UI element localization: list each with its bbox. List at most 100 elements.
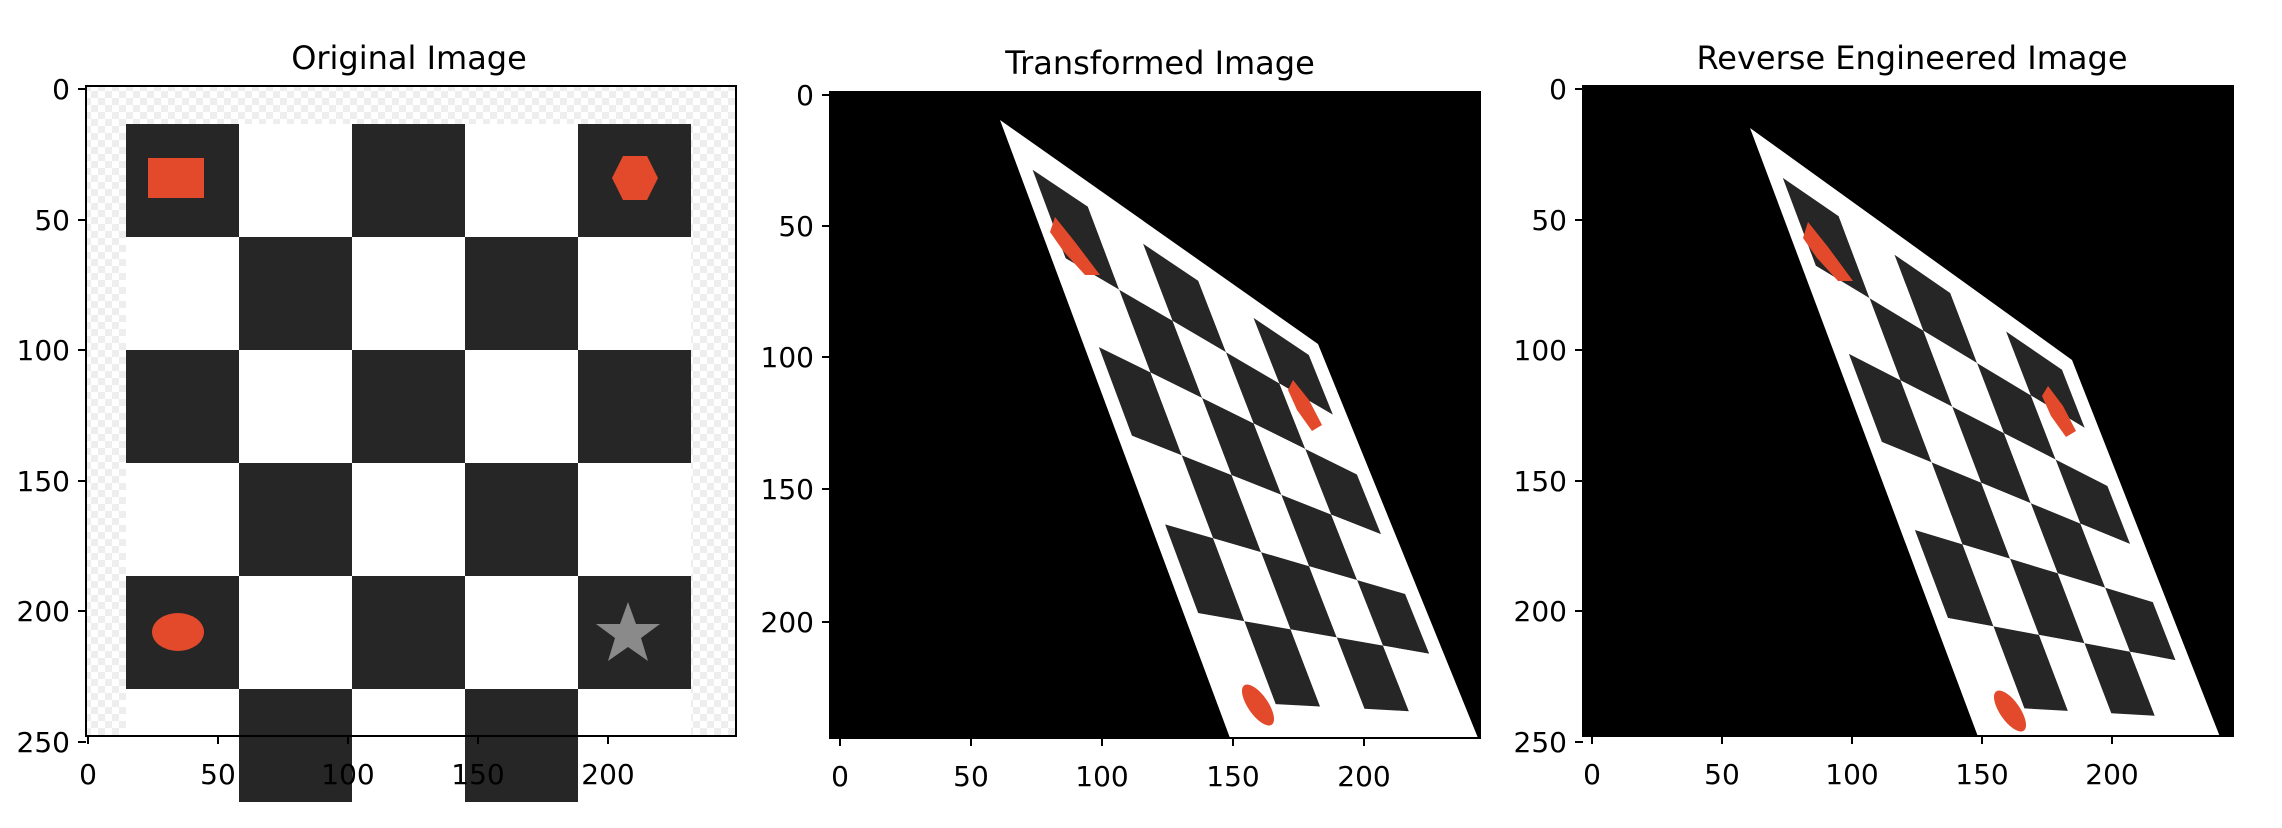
x-tick-label: 200 [1337, 760, 1390, 793]
y-tick-label: 100 [17, 334, 70, 367]
x-tick-label: 100 [1075, 760, 1128, 793]
light-square [1172, 320, 1254, 424]
x-tick-label: 150 [1206, 760, 1259, 793]
dark-square [1226, 352, 1306, 449]
light-square [352, 689, 465, 802]
checkerboard [126, 124, 691, 802]
dark-square [352, 576, 465, 689]
x-axis-reverse: 0 50 100 150 200 [1583, 736, 2139, 791]
dark-square [1143, 243, 1226, 353]
gray-star-shape [596, 602, 660, 661]
dark-square [239, 689, 352, 802]
x-tick-label: 150 [451, 758, 504, 791]
light-square [1213, 538, 1291, 630]
light-square [1198, 280, 1280, 384]
light-square [1981, 482, 2058, 574]
dark-square [465, 463, 578, 576]
light-square [465, 576, 578, 689]
y-tick-label: 0 [1549, 73, 1567, 106]
panel-title-original: Original Image [291, 39, 527, 77]
red-hexagon-shape [1288, 380, 1322, 431]
y-tick-label: 50 [34, 204, 70, 237]
red-rectangle-shape [1803, 222, 1853, 281]
y-tick-label: 0 [796, 79, 814, 112]
dark-square [1281, 494, 1358, 581]
dark-square [1253, 317, 1333, 415]
y-tick-label: 50 [778, 210, 814, 243]
light-square [1087, 206, 1173, 321]
light-square [352, 237, 465, 350]
panel-title-transformed: Transformed Image [1004, 44, 1315, 82]
dark-square [239, 463, 352, 576]
dark-square [2030, 503, 2106, 588]
light-square [126, 463, 239, 576]
warped-checkerboard [1750, 128, 2220, 736]
warped-red-shapes [1050, 217, 1322, 726]
dark-square [352, 350, 465, 463]
light-square [1150, 372, 1232, 476]
dark-square [1952, 406, 2031, 504]
light-square [2130, 651, 2199, 719]
light-square [1309, 566, 1383, 646]
dark-square [2055, 459, 2131, 544]
red-ellipse-shape [1241, 684, 1275, 726]
light-square [1948, 618, 2025, 709]
light-square [126, 689, 239, 802]
dark-square [1119, 289, 1203, 398]
y-axis-transformed: 0 50 100 150 200 [761, 79, 830, 639]
x-tick-label: 50 [953, 760, 989, 793]
light-square [1331, 514, 1406, 594]
y-tick-label: 0 [52, 73, 70, 106]
light-square [2080, 523, 2153, 603]
red-rectangle-shape [1050, 217, 1100, 275]
x-tick-label: 0 [1583, 758, 1601, 791]
dark-square [1261, 552, 1337, 638]
dark-square [1977, 363, 2056, 460]
x-tick-label: 150 [1955, 758, 2008, 791]
dark-square [1894, 254, 1978, 364]
axes-frame-transformed [829, 91, 1481, 739]
dark-square [1869, 298, 1953, 407]
light-square [578, 237, 691, 350]
light-square [239, 576, 352, 689]
light-square [2057, 573, 2130, 652]
dark-square [1914, 530, 1994, 627]
light-square [578, 689, 691, 802]
y-tick-label: 50 [1531, 204, 1567, 237]
light-square [352, 463, 465, 576]
dark-square [465, 689, 578, 802]
dark-square [1202, 398, 1282, 495]
dark-square [1165, 524, 1245, 622]
y-axis-original: 0 50 100 150 200 250 [17, 73, 86, 759]
x-tick-label: 100 [321, 758, 374, 791]
light-square [465, 124, 578, 237]
red-hexagon-shape [612, 156, 658, 200]
x-axis-original: 0 50 100 150 200 [79, 736, 635, 791]
dark-square [126, 350, 239, 463]
y-tick-label: 150 [17, 465, 70, 498]
light-square [2030, 395, 2108, 486]
panel-title-reverse: Reverse Engineered Image [1697, 39, 2128, 77]
dark-square [239, 237, 352, 350]
dark-square [465, 237, 578, 350]
x-tick-label: 0 [831, 760, 849, 793]
light-square [1253, 423, 1332, 515]
y-tick-label: 200 [1514, 595, 1567, 628]
y-tick-label: 250 [17, 726, 70, 759]
dark-square [1305, 449, 1381, 535]
light-square [1838, 216, 1924, 331]
light-square [239, 124, 352, 237]
dark-square [1357, 580, 1430, 654]
light-square [2039, 634, 2112, 714]
warped-red-shapes [1803, 222, 2076, 732]
x-tick-label: 50 [200, 758, 236, 791]
axes-frame-reverse [1582, 85, 2234, 737]
red-rectangle-shape [148, 158, 204, 198]
light-square [1132, 435, 1214, 539]
image-transformed [829, 91, 1481, 739]
y-tick-label: 150 [1514, 465, 1567, 498]
dark-square [2084, 643, 2155, 716]
x-axis-transformed: 0 50 100 150 200 [831, 738, 1391, 793]
dark-square [352, 124, 465, 237]
light-square [1923, 330, 2004, 434]
